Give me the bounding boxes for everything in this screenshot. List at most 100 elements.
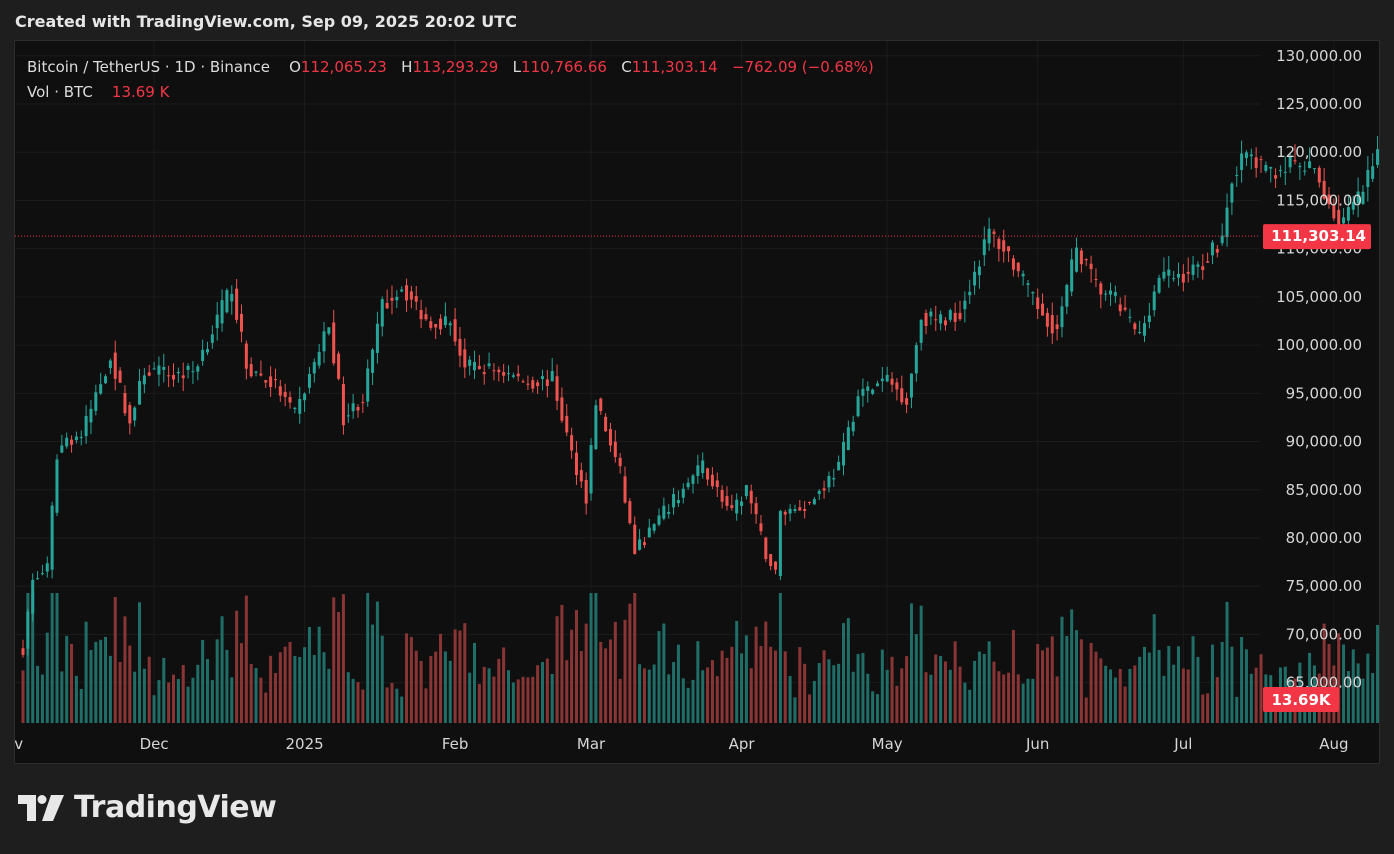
legend: Bitcoin / TetherUS · 1D · Binance O112,0… bbox=[27, 55, 874, 105]
volume-bar bbox=[506, 670, 511, 723]
volume-bar bbox=[822, 650, 826, 723]
volume-bar bbox=[181, 664, 185, 723]
legend-open-value: 112,065.23 bbox=[300, 58, 387, 76]
candle-body bbox=[1016, 262, 1020, 272]
candle-body bbox=[1045, 312, 1049, 327]
candle-body bbox=[79, 436, 83, 438]
volume-bar bbox=[84, 621, 88, 723]
candle-body bbox=[1167, 269, 1171, 276]
volume-bar bbox=[1109, 669, 1113, 723]
volume-bar bbox=[366, 593, 370, 723]
candle-body bbox=[604, 416, 608, 432]
volume-bar bbox=[943, 661, 947, 723]
volume-bar bbox=[1366, 653, 1370, 723]
volume-bar bbox=[434, 651, 438, 723]
candle-body bbox=[1288, 156, 1292, 168]
candle-body bbox=[647, 527, 651, 538]
volume-bar bbox=[327, 668, 331, 723]
candle-body bbox=[312, 362, 316, 374]
volume-bar bbox=[560, 604, 564, 723]
volume-bar bbox=[516, 679, 520, 723]
candle-body bbox=[570, 435, 574, 451]
candle-body bbox=[1303, 170, 1307, 172]
tradingview-logo-icon bbox=[18, 794, 64, 821]
volume-bar bbox=[691, 679, 695, 723]
volume-bar bbox=[70, 643, 74, 723]
candle-body bbox=[239, 313, 243, 332]
volume-bar bbox=[584, 623, 588, 723]
y-tick-label: 95,000.00 bbox=[1286, 384, 1362, 402]
volume-bar bbox=[1065, 636, 1069, 723]
volume-bar bbox=[1322, 623, 1326, 723]
volume-bar bbox=[866, 673, 870, 723]
volume-bar bbox=[468, 672, 472, 723]
volume-bar bbox=[642, 668, 646, 723]
x-tick-label: May bbox=[872, 735, 903, 753]
volume-bar bbox=[871, 691, 875, 723]
volume-bar bbox=[1123, 686, 1127, 723]
candle-body bbox=[346, 415, 350, 417]
candle-body bbox=[914, 345, 918, 374]
candle-body bbox=[225, 290, 229, 313]
volume-bar bbox=[890, 656, 894, 723]
legend-vol-label[interactable]: Vol · BTC bbox=[27, 83, 93, 101]
candle-body bbox=[856, 396, 860, 417]
candle-body bbox=[1031, 291, 1035, 294]
candle-body bbox=[1026, 283, 1030, 286]
candle-body bbox=[181, 375, 185, 379]
volume-bar bbox=[380, 635, 384, 723]
tradingview-logo[interactable]: TradingView bbox=[18, 790, 277, 825]
volume-bar bbox=[497, 658, 501, 723]
candle-body bbox=[429, 321, 433, 328]
volume-bar bbox=[511, 682, 515, 723]
volume-bar bbox=[613, 621, 617, 723]
candle-body bbox=[303, 393, 307, 401]
volume-bar bbox=[463, 623, 467, 723]
candle-body bbox=[502, 372, 506, 376]
volume-bar bbox=[1104, 665, 1108, 723]
candle-body bbox=[99, 384, 103, 394]
volume-bar bbox=[662, 623, 666, 723]
candle-body bbox=[701, 460, 705, 474]
candle-body bbox=[875, 383, 879, 387]
candlestick-chart[interactable]: 130,000.00 125,000.00 120,000.00 115,000.00… bbox=[15, 41, 1379, 763]
legend-symbol[interactable]: Bitcoin / TetherUS · 1D · Binance bbox=[27, 58, 270, 76]
volume-bar bbox=[235, 610, 239, 723]
candle-body bbox=[400, 289, 404, 292]
y-tick-label: 115,000.00 bbox=[1276, 191, 1362, 209]
candle-body bbox=[1337, 209, 1341, 229]
volume-bar bbox=[827, 659, 831, 723]
candle-body bbox=[108, 360, 112, 369]
candle-body bbox=[953, 312, 957, 322]
candle-body bbox=[1191, 264, 1195, 275]
candle-body bbox=[487, 363, 491, 367]
volume-bar bbox=[94, 641, 98, 723]
volume-bar bbox=[574, 609, 578, 723]
volume-bar bbox=[701, 670, 705, 723]
x-tick-label: 2025 bbox=[285, 735, 323, 753]
candle-body bbox=[1075, 247, 1079, 272]
candle-body bbox=[1327, 194, 1331, 205]
volume-bar bbox=[895, 685, 899, 723]
volume-bar bbox=[400, 696, 404, 723]
candle-body bbox=[526, 383, 530, 385]
candle-body bbox=[371, 349, 375, 373]
candle-body bbox=[560, 397, 564, 421]
candle-body bbox=[817, 490, 821, 495]
volume-bar bbox=[341, 594, 345, 723]
volume-bar bbox=[414, 650, 418, 723]
volume-bar bbox=[99, 639, 103, 723]
candle-body bbox=[21, 648, 25, 655]
volume-bar bbox=[608, 639, 612, 723]
candle-body bbox=[662, 505, 666, 519]
volume-bar bbox=[1172, 664, 1176, 723]
candle-body bbox=[900, 388, 904, 403]
volume-bar bbox=[1138, 656, 1142, 723]
volume-bar bbox=[706, 667, 710, 723]
volume-bar bbox=[167, 682, 171, 723]
chart-panel[interactable]: 130,000.00 125,000.00 120,000.00 115,000.00… bbox=[14, 40, 1380, 764]
candle-body bbox=[1065, 285, 1069, 307]
candle-body bbox=[778, 510, 782, 577]
volume-bar bbox=[1021, 683, 1025, 723]
candle-body bbox=[1157, 277, 1161, 293]
